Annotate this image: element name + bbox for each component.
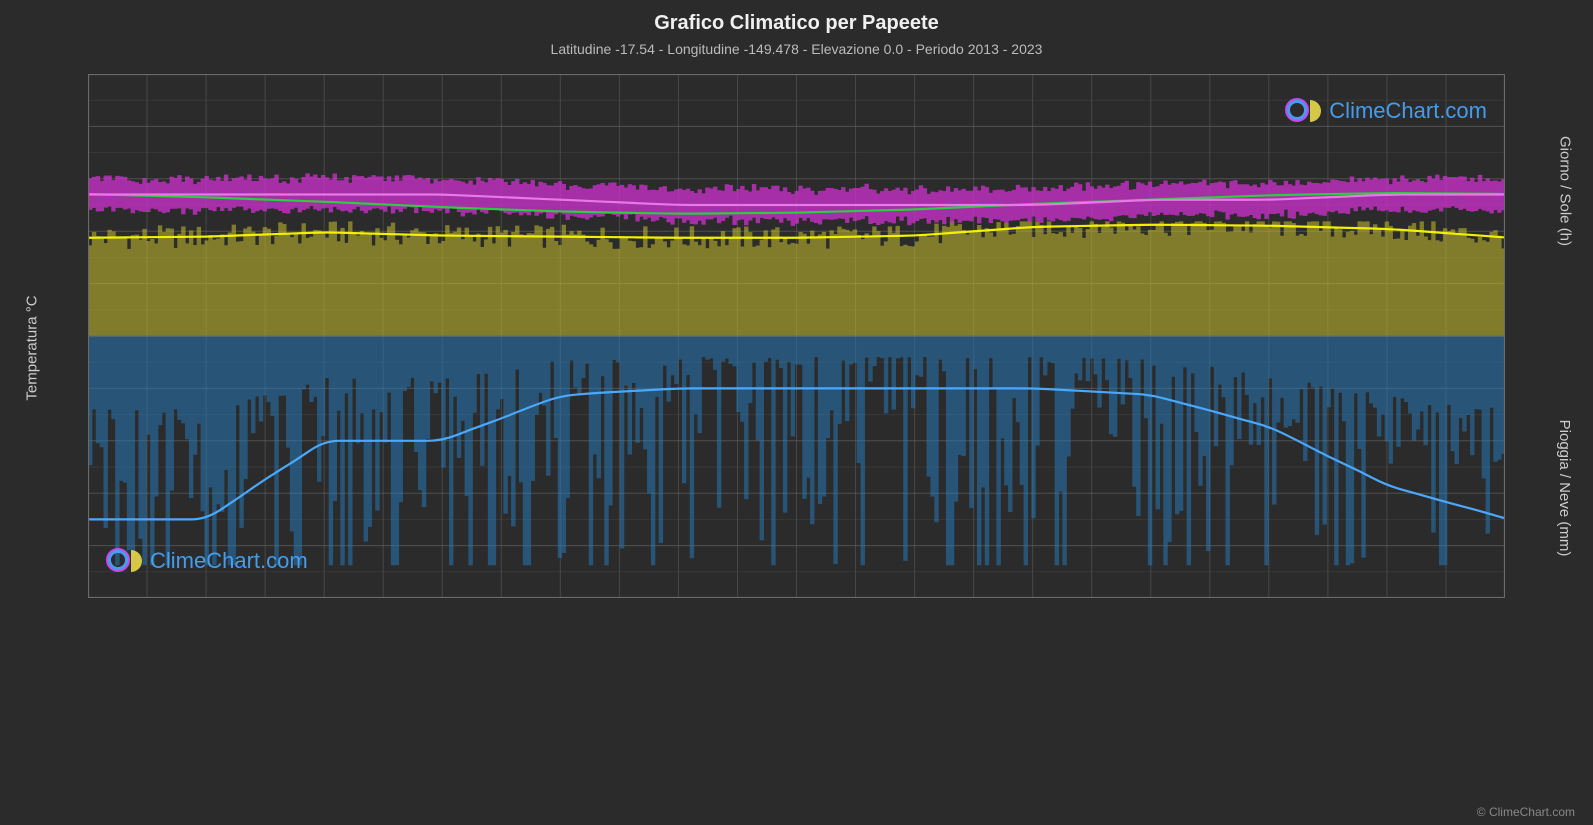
y-axis-right-top-label: Giorno / Sole (h) [1557,136,1574,246]
y-axis-left-label: Temperatura °C [24,295,41,400]
chart-area: Temperatura °C Giorno / Sole (h) Pioggia… [50,68,1543,628]
copyright-text: © ClimeChart.com [1477,805,1575,819]
y-axis-right-bottom-label: Pioggia / Neve (mm) [1557,420,1574,557]
chart-title: Grafico Climatico per Papeete [0,0,1593,35]
chart-subtitle: Latitudine -17.54 - Longitudine -149.478… [0,35,1593,57]
plot-svg [88,74,1505,598]
climate-chart-container: Grafico Climatico per Papeete Latitudine… [0,0,1593,825]
plot-area: ClimeChart.com ClimeChart.com [88,74,1505,598]
